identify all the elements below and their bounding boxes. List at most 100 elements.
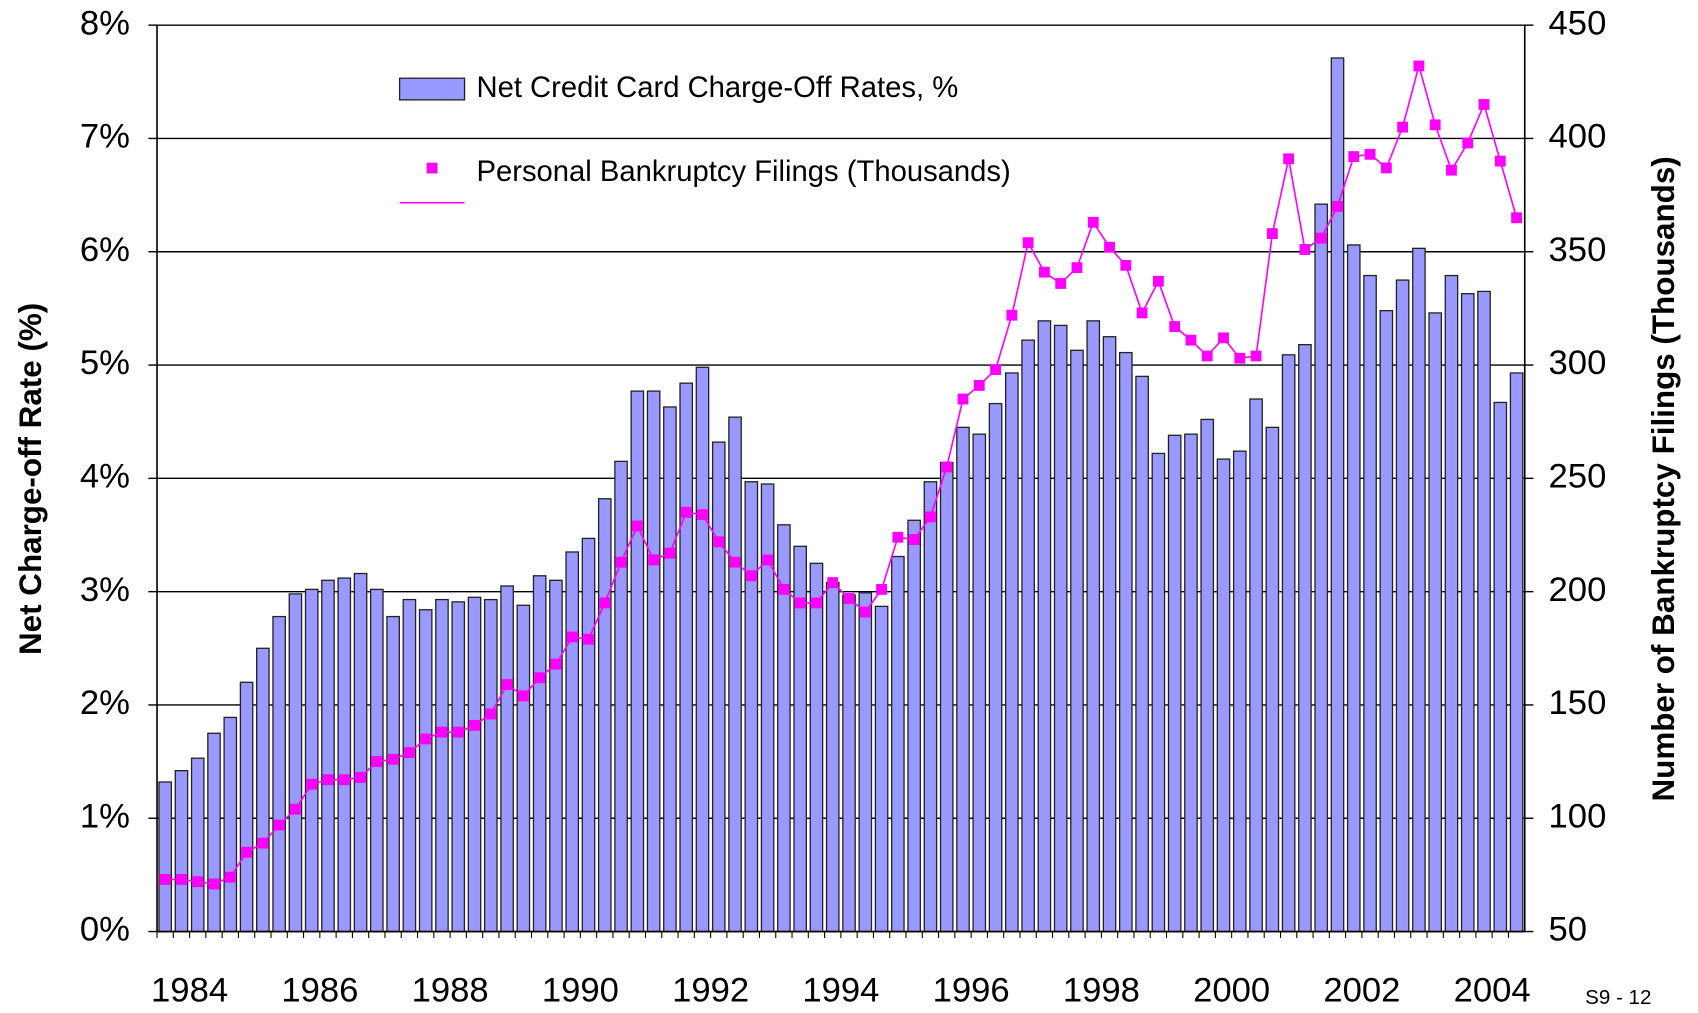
marker xyxy=(697,509,708,521)
marker xyxy=(1462,137,1474,149)
bar xyxy=(549,579,563,933)
bar xyxy=(842,594,856,933)
marker xyxy=(1283,153,1295,165)
y-tick-label: 0% xyxy=(80,911,130,949)
y-tick-label: 6% xyxy=(80,231,130,269)
bar xyxy=(1460,293,1475,933)
marker xyxy=(1413,60,1425,72)
marker xyxy=(1266,228,1278,240)
x-tick-label: 1998 xyxy=(1063,971,1140,1009)
bar xyxy=(1232,450,1247,933)
x-tick-label: 2000 xyxy=(1193,971,1270,1009)
y-tick-label: 4% xyxy=(80,458,130,496)
bar xyxy=(1509,372,1524,933)
bar xyxy=(1298,344,1312,933)
marker xyxy=(941,461,953,473)
marker xyxy=(1071,262,1083,274)
marker xyxy=(387,753,399,765)
marker xyxy=(713,536,725,548)
marker xyxy=(566,631,578,643)
marker xyxy=(485,708,497,720)
marker xyxy=(1006,309,1018,321)
y2-tick-label: 50 xyxy=(1549,911,1588,949)
bar xyxy=(1395,279,1410,933)
marker xyxy=(1055,278,1067,289)
bar xyxy=(500,585,514,933)
marker xyxy=(729,556,741,568)
marker xyxy=(762,554,774,566)
bar xyxy=(1118,351,1133,933)
bar xyxy=(337,577,352,933)
bar xyxy=(1184,433,1198,933)
marker xyxy=(1478,99,1490,110)
marker xyxy=(1201,350,1213,362)
bar xyxy=(744,481,759,933)
x-tick-label: 1990 xyxy=(542,971,619,1009)
bar xyxy=(304,588,319,933)
marker xyxy=(892,531,904,543)
bar xyxy=(288,593,303,933)
bar xyxy=(825,581,840,933)
bar xyxy=(1281,354,1296,933)
marker xyxy=(1446,164,1457,176)
bar xyxy=(321,579,335,933)
marker xyxy=(843,593,855,604)
bar xyxy=(891,555,905,933)
marker xyxy=(1348,151,1360,162)
x-tick-label: 1994 xyxy=(802,971,879,1009)
marker xyxy=(794,597,806,609)
marker xyxy=(1104,241,1115,253)
marker xyxy=(176,874,187,885)
marker xyxy=(208,878,220,890)
bar xyxy=(1363,274,1377,933)
marker xyxy=(1380,162,1392,174)
bar xyxy=(239,681,254,933)
y-tick-label: 5% xyxy=(80,344,130,382)
marker xyxy=(403,747,415,758)
marker xyxy=(648,554,660,566)
bar xyxy=(1037,320,1052,933)
marker xyxy=(1429,119,1441,131)
bar xyxy=(711,441,726,933)
bar xyxy=(1102,336,1117,933)
marker xyxy=(745,570,757,582)
marker xyxy=(990,364,1001,375)
bar xyxy=(256,647,270,933)
marker xyxy=(1185,334,1197,346)
y2-tick-label: 400 xyxy=(1549,118,1607,156)
y-tick-label: 2% xyxy=(80,684,130,722)
bar xyxy=(467,596,482,933)
marker xyxy=(224,871,236,883)
x-tick-label: 1988 xyxy=(412,971,489,1009)
bar xyxy=(1444,274,1459,933)
bar xyxy=(435,598,449,933)
bar xyxy=(451,601,466,933)
bar xyxy=(1216,458,1231,933)
bar xyxy=(1346,244,1361,933)
legend-label: Personal Bankruptcy Filings (Thousands) xyxy=(476,156,1010,188)
y2-tick-label: 350 xyxy=(1549,231,1607,269)
marker xyxy=(1299,244,1311,255)
marker xyxy=(1364,148,1376,160)
x-tick-label: 1984 xyxy=(151,971,228,1009)
y2-tick-label: 100 xyxy=(1549,797,1607,835)
y-tick-label: 3% xyxy=(80,571,130,609)
marker xyxy=(925,511,936,523)
bar xyxy=(956,426,970,933)
marker xyxy=(436,726,448,738)
bar xyxy=(1265,426,1280,933)
bar xyxy=(207,732,221,933)
marker xyxy=(1218,332,1229,344)
bar xyxy=(353,572,368,933)
marker xyxy=(908,534,920,545)
bar xyxy=(386,615,400,933)
marker xyxy=(631,520,643,532)
bar xyxy=(939,461,954,933)
y-tick-label: 8% xyxy=(80,4,130,42)
marker xyxy=(534,672,546,684)
marker xyxy=(338,774,350,786)
bar xyxy=(1314,203,1329,933)
bar xyxy=(1412,247,1426,933)
